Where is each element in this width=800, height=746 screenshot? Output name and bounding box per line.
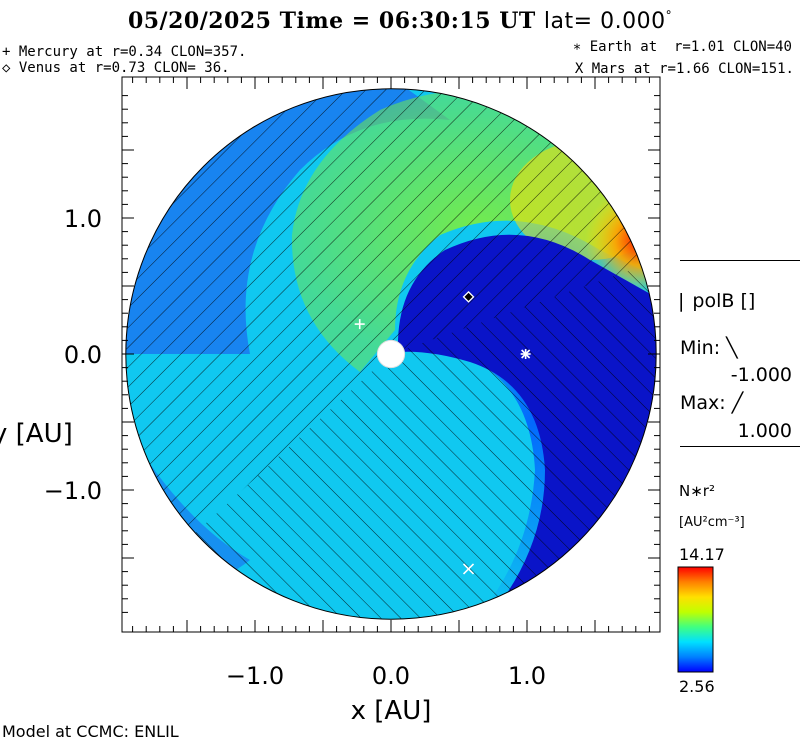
title-time-label: Time =: [279, 8, 371, 34]
polarity-min-value: -1.000: [730, 364, 792, 386]
axis-ticks: [122, 77, 660, 632]
colorbar-units: [AU²cm⁻³]: [679, 515, 745, 530]
colorbar-min-label: 2.56: [679, 677, 715, 696]
venus-legend: ◇ Venus at r=0.73 CLON= 36.: [2, 60, 230, 76]
title-lat-label: lat=: [543, 9, 593, 34]
colorbar: [677, 566, 714, 673]
plot-title: 05/20/2025 Time = 06:30:15 UT lat= 0.000…: [0, 8, 800, 34]
x-tick-label: 0.0: [372, 662, 410, 690]
y-axis-title: y [AU]: [0, 419, 73, 449]
polarity-min-row: Min: ╲: [680, 337, 738, 359]
footer-credit: Model at CCMC: ENLIL: [2, 722, 179, 741]
title-date: 05/20/2025: [127, 8, 272, 34]
polarity-min-hatch-icon: ╲: [726, 337, 738, 359]
polarity-bar-glyph: |: [678, 290, 685, 312]
earth-legend: ∗ Earth at r=1.01 CLON=40: [572, 39, 792, 55]
polarity-bottom-rule: [680, 446, 800, 447]
sun-marker: [376, 339, 406, 369]
polarity-max-label: Max:: [680, 392, 726, 414]
y-tick-label: 0.0: [64, 341, 102, 369]
marker-mercury: [354, 319, 365, 330]
polarity-min-label: Min:: [680, 337, 721, 359]
title-time: 06:30:15: [378, 8, 492, 34]
polarity-max-value: 1.000: [737, 420, 792, 442]
title-lat-unit: °: [665, 8, 673, 23]
mercury-legend: + Mercury at r=0.34 CLON=357.: [2, 44, 247, 60]
title-time-unit: UT: [499, 8, 536, 34]
colorbar-max-label: 14.17: [679, 545, 725, 564]
x-tick-label: 1.0: [508, 662, 546, 690]
x-tick-label: −1.0: [226, 662, 284, 690]
mars-legend: X Mars at r=1.66 CLON=151.: [574, 61, 794, 77]
polarity-hatch-negative: [125, 88, 657, 600]
y-tick-label: 1.0: [64, 205, 102, 233]
polarity-top-rule: [680, 260, 800, 261]
marker-mars: [462, 563, 475, 575]
marker-venus: [462, 290, 475, 303]
polarity-max-hatch-icon: ╱: [731, 392, 744, 414]
polarity-label-text: polB []: [692, 290, 756, 312]
marker-earth: [520, 349, 531, 359]
polarity-label: | polB []: [678, 290, 755, 312]
x-axis-title: x [AU]: [351, 696, 432, 726]
title-lat-value: 0.000: [600, 9, 666, 34]
colorbar-quantity: N∗r²: [679, 482, 715, 500]
y-tick-label: −1.0: [44, 477, 102, 505]
polarity-max-row: Max: ╱: [680, 392, 743, 414]
